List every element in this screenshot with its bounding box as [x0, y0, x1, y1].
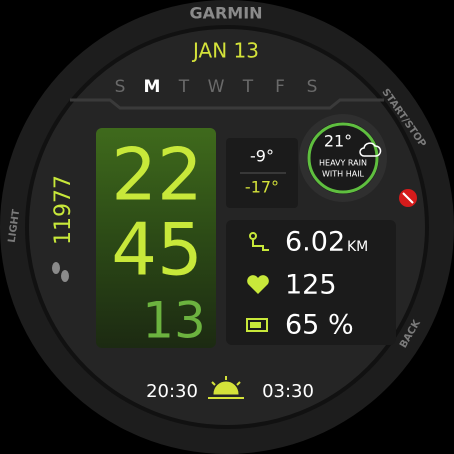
steps: 11977 [51, 175, 76, 245]
heart-icon [247, 275, 269, 294]
light-label: LIGHT [7, 209, 23, 244]
hours: 22 [111, 133, 203, 217]
weather-icon [359, 142, 382, 157]
heart-rate: 125 [285, 270, 337, 301]
weekday: F [275, 77, 285, 97]
weekday: T [178, 77, 190, 97]
frame-line [70, 98, 384, 110]
time-panel [96, 128, 216, 348]
weekday: S [115, 77, 126, 97]
weekday: W [208, 77, 225, 97]
weather-ring [307, 122, 379, 194]
seconds: 13 [142, 292, 206, 350]
temp-low: -17° [245, 178, 279, 197]
distance: 6.02 [285, 227, 345, 258]
footprints-icon [52, 262, 69, 282]
battery-icon [246, 318, 268, 332]
weather-line1: HEAVY RAIN [319, 159, 367, 168]
date: JAN 13 [191, 39, 259, 63]
sunset: 03:30 [262, 381, 314, 402]
weekday: S [307, 77, 318, 97]
battery-level [250, 322, 261, 328]
battery: 65 % [285, 310, 354, 341]
distance-icon [249, 232, 269, 251]
stats-panel [226, 220, 396, 345]
distance-unit: KM [347, 239, 368, 255]
weekday: M [144, 77, 161, 97]
weather-temp: 21° [324, 132, 352, 151]
weekday: T [242, 77, 254, 97]
temp-high: -9° [250, 147, 274, 166]
brand: GARMIN [189, 4, 262, 23]
sun-icon [208, 376, 244, 399]
weather-line2: WITH HAIL [322, 170, 365, 179]
notification-slash [402, 192, 414, 204]
minutes: 45 [111, 208, 203, 292]
sunrise: 20:30 [146, 381, 198, 402]
